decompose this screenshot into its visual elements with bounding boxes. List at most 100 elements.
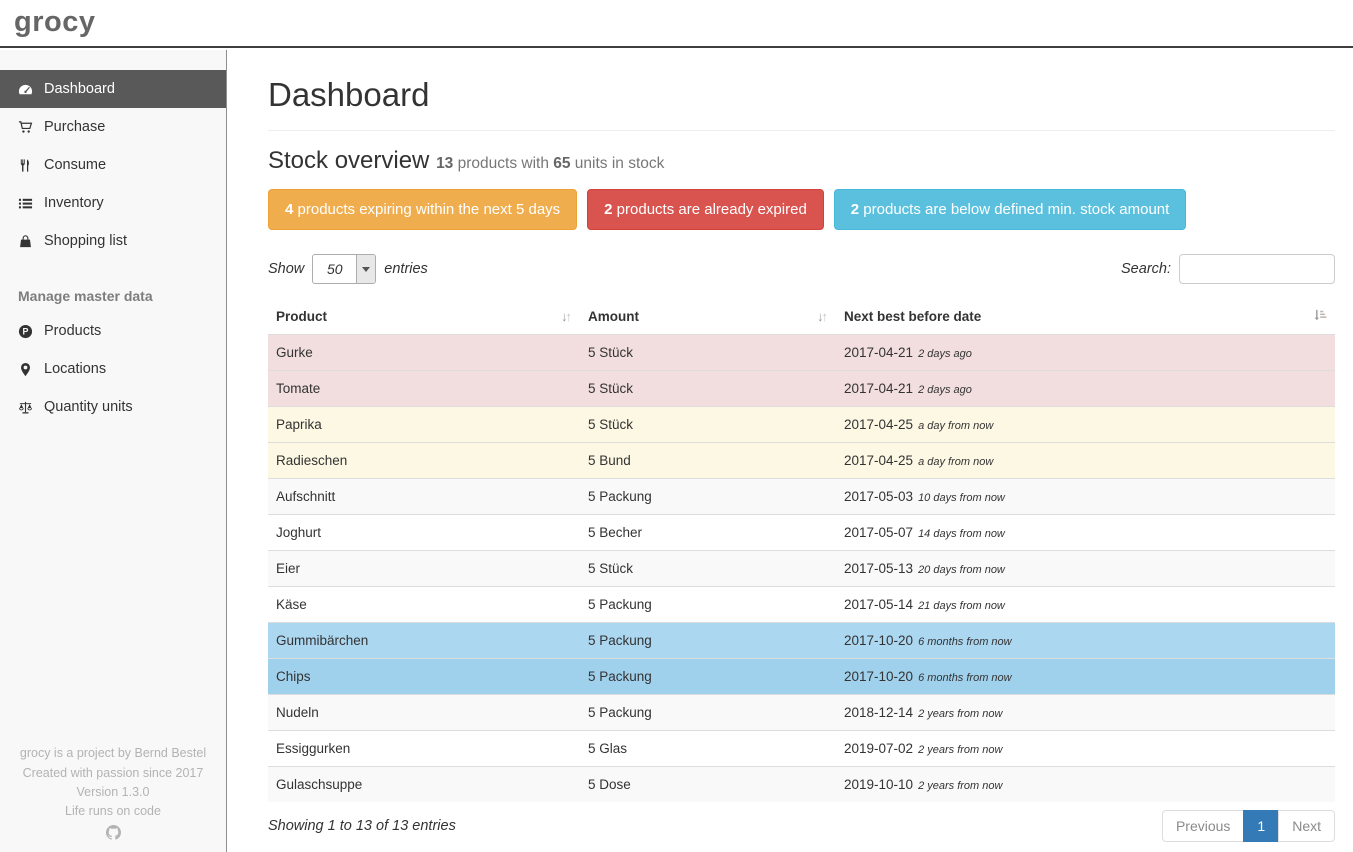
table-row[interactable]: Eier 5 Stück 2017-05-13 20 days from now — [268, 550, 1335, 587]
date-relative: 2 days ago — [918, 348, 972, 360]
stock-alert-button-0[interactable]: 4 products expiring within the next 5 da… — [268, 189, 578, 230]
stock-overview-title: Stock overview — [268, 147, 430, 174]
table-row[interactable]: Nudeln 5 Packung 2018-12-14 2 years from … — [268, 694, 1335, 731]
date-relative: a day from now — [918, 420, 994, 432]
column-header-amount[interactable]: Amount ↓↑ — [580, 300, 836, 335]
sidebar-item-label: Shopping list — [44, 233, 128, 249]
date-relative: 2 years from now — [918, 780, 1003, 792]
date-value: 2017-04-21 — [844, 345, 914, 360]
date-value: 2017-05-03 — [844, 489, 914, 504]
amount-cell: 5 Packung — [580, 658, 836, 695]
sidebar-item-purchase[interactable]: Purchase — [0, 108, 226, 146]
showing-info: Showing 1 to 13 of 13 entries — [268, 818, 456, 834]
entries-label: entries — [384, 261, 428, 277]
alert-count: 4 — [285, 201, 294, 218]
amount-cell: 5 Packung — [580, 586, 836, 623]
sidebar-item-label: Products — [44, 323, 102, 339]
sort-icon[interactable]: ↓↑ — [561, 309, 572, 324]
table-row[interactable]: Radieschen 5 Bund 2017-04-25 a day from n… — [268, 442, 1335, 479]
product-cell: Käse — [268, 586, 580, 623]
date-cell: 2017-04-21 2 days ago — [836, 370, 1335, 407]
page-1-button[interactable]: 1 — [1243, 810, 1280, 842]
table-row[interactable]: Essiggurken 5 Glas 2019-07-02 2 years fro… — [268, 730, 1335, 767]
github-icon[interactable] — [0, 824, 226, 846]
page-length-select[interactable]: 50 — [312, 254, 377, 284]
column-header-best-before[interactable]: Next best before date — [836, 300, 1335, 335]
alert-text: products are below defined min. stock am… — [859, 201, 1170, 218]
date-cell: 2017-05-03 10 days from now — [836, 478, 1335, 515]
previous-page-button[interactable]: Previous — [1161, 810, 1245, 842]
sidebar-footer-lines: grocy is a project by Bernd Bestel Create… — [0, 744, 226, 822]
table-row[interactable]: Aufschnitt 5 Packung 2017-05-03 10 days f… — [268, 478, 1335, 515]
product-icon: P — [18, 323, 35, 339]
date-cell: 2017-04-25 a day from now — [836, 406, 1335, 443]
amount-cell: 5 Becher — [580, 514, 836, 551]
date-value: 2017-05-13 — [844, 561, 914, 576]
main-content: Dashboard Stock overview 13 products wit… — [228, 50, 1353, 852]
sidebar-item-quantity-units[interactable]: Quantity units — [0, 388, 226, 426]
date-value: 2017-10-20 — [844, 633, 914, 648]
date-cell: 2017-05-13 20 days from now — [836, 550, 1335, 587]
amount-cell: 5 Stück — [580, 334, 836, 371]
table-row[interactable]: Paprika 5 Stück 2017-04-25 a day from now — [268, 406, 1335, 443]
amount-cell: 5 Packung — [580, 478, 836, 515]
table-controls: Show 50 entries Search: — [268, 254, 1335, 284]
product-cell: Gurke — [268, 334, 580, 371]
table-row[interactable]: Chips 5 Packung 2017-10-20 6 months from … — [268, 658, 1335, 695]
stock-alert-button-2[interactable]: 2 products are below defined min. stock … — [833, 189, 1187, 230]
units-count: 65 — [553, 155, 571, 172]
table-row[interactable]: Gurke 5 Stück 2017-04-21 2 days ago — [268, 334, 1335, 371]
table-row[interactable]: Tomate 5 Stück 2017-04-21 2 days ago — [268, 370, 1335, 407]
stock-table-body: Gurke 5 Stück 2017-04-21 2 days ago Tomat… — [268, 334, 1335, 802]
sidebar-footer-line: grocy is a project by Bernd Bestel — [19, 746, 207, 761]
date-value: 2017-10-20 — [844, 669, 914, 684]
sidebar: Dashboard Purchase Consume Inventory Sho… — [0, 50, 227, 852]
alert-count: 2 — [604, 201, 613, 218]
product-cell: Gulaschsuppe — [268, 766, 580, 802]
search-input[interactable] — [1179, 254, 1335, 284]
app-logo[interactable]: grocy — [14, 6, 96, 38]
table-row[interactable]: Käse 5 Packung 2017-05-14 21 days from no… — [268, 586, 1335, 623]
date-relative: 10 days from now — [918, 492, 1005, 504]
stock-alert-button-1[interactable]: 2 products are already expired — [587, 189, 824, 230]
product-cell: Paprika — [268, 406, 580, 443]
date-value: 2017-04-25 — [844, 417, 914, 432]
product-cell: Chips — [268, 658, 580, 695]
column-header-product[interactable]: Product ↓↑ — [268, 300, 580, 335]
sidebar-item-label: Dashboard — [44, 81, 115, 97]
amount-cell: 5 Dose — [580, 766, 836, 802]
search-label: Search: — [1121, 261, 1171, 277]
sidebar-item-products[interactable]: P Products — [0, 312, 226, 350]
date-cell: 2019-10-10 2 years from now — [836, 766, 1335, 802]
chevron-down-icon — [356, 255, 376, 283]
date-cell: 2017-10-20 6 months from now — [836, 658, 1335, 695]
date-cell: 2017-05-07 14 days from now — [836, 514, 1335, 551]
sidebar-item-inventory[interactable]: Inventory — [0, 184, 226, 222]
sidebar-item-label: Quantity units — [44, 399, 133, 415]
cutlery-icon — [18, 157, 35, 173]
date-cell: 2017-10-20 6 months from now — [836, 622, 1335, 659]
date-cell: 2017-05-14 21 days from now — [836, 586, 1335, 623]
product-cell: Gummibärchen — [268, 622, 580, 659]
sort-icon[interactable]: ↓↑ — [817, 309, 828, 324]
table-row[interactable]: Joghurt 5 Becher 2017-05-07 14 days from … — [268, 514, 1335, 551]
date-relative: 2 years from now — [918, 744, 1003, 756]
sidebar-item-dashboard[interactable]: Dashboard — [0, 70, 226, 108]
sidebar-item-shopping-list[interactable]: Shopping list — [0, 222, 226, 260]
date-cell: 2019-07-02 2 years from now — [836, 730, 1335, 767]
table-row[interactable]: Gulaschsuppe 5 Dose 2019-10-10 2 years fr… — [268, 766, 1335, 802]
sidebar-item-consume[interactable]: Consume — [0, 146, 226, 184]
date-relative: 21 days from now — [918, 600, 1005, 612]
date-cell: 2017-04-21 2 days ago — [836, 334, 1335, 371]
stock-table: Product ↓↑ Amount ↓↑ Next best before da… — [268, 300, 1335, 802]
products-label: products with — [453, 155, 554, 172]
table-row[interactable]: Gummibärchen 5 Packung 2017-10-20 6 month… — [268, 622, 1335, 659]
sort-ascending-icon[interactable] — [1313, 308, 1327, 325]
amount-cell: 5 Stück — [580, 370, 836, 407]
sidebar-item-locations[interactable]: Locations — [0, 350, 226, 388]
date-relative: 14 days from now — [918, 528, 1005, 540]
title-divider — [268, 130, 1335, 131]
date-relative: 2 days ago — [918, 384, 972, 396]
date-relative: 2 years from now — [918, 708, 1003, 720]
next-page-button[interactable]: Next — [1278, 810, 1335, 842]
